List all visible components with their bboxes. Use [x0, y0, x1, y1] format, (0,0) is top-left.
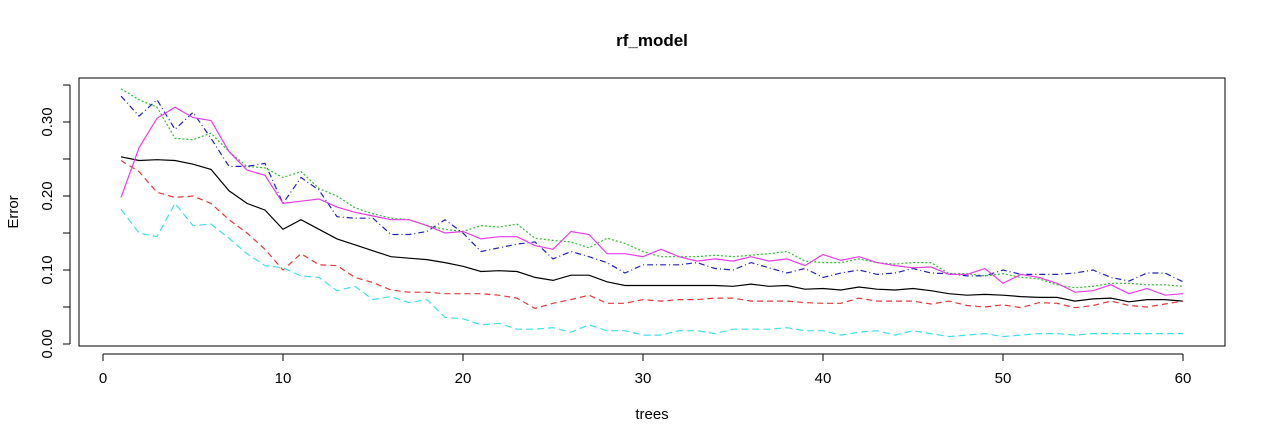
series-group	[120, 88, 1184, 338]
x-axis: 0 10 20 30 40 50 60	[99, 353, 1192, 387]
x-tick-label: 40	[815, 370, 832, 387]
series-line-6	[120, 202, 1183, 338]
y-tick-label: 0.00	[39, 329, 56, 358]
plot-area-frame	[78, 77, 1226, 347]
y-axis-label: Error	[5, 195, 22, 228]
y-tick-label: 0.20	[39, 181, 56, 210]
series-line-5	[120, 106, 1184, 296]
series-line-3	[120, 88, 1184, 289]
x-tick-label: 0	[99, 370, 107, 387]
x-tick-label: 30	[635, 370, 652, 387]
series-line-1	[120, 156, 1184, 303]
y-axis: 0.00 0.10 0.20 0.30	[39, 84, 71, 359]
x-tick-label: 10	[275, 370, 292, 387]
y-tick-label: 0.10	[39, 255, 56, 284]
x-axis-label: trees	[635, 406, 668, 423]
series-line-2	[120, 159, 1184, 310]
x-tick-label: 50	[995, 370, 1012, 387]
x-tick-label: 60	[1175, 370, 1192, 387]
series-line-4	[120, 95, 1184, 283]
y-tick-label: 0.30	[39, 107, 56, 136]
x-tick-label: 20	[455, 370, 472, 387]
chart-title: rf_model	[616, 31, 688, 50]
